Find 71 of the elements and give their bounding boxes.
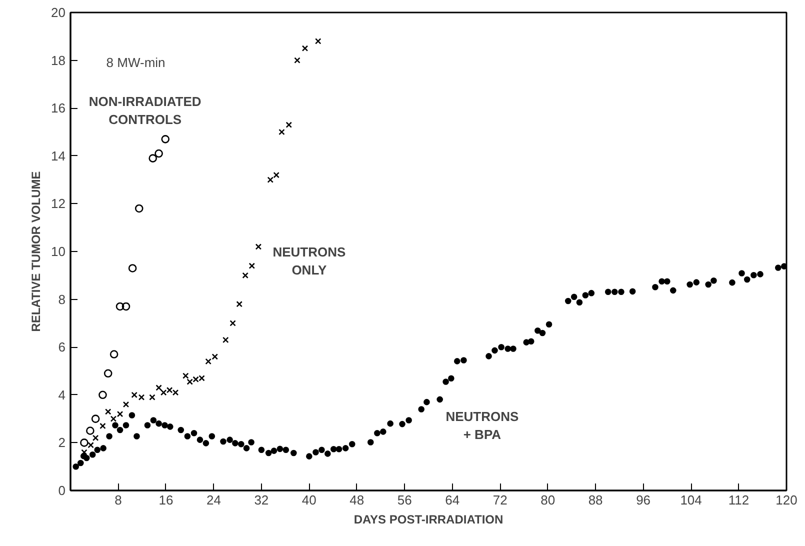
x-tick-label: 40 bbox=[302, 492, 316, 508]
x-tick-label: 80 bbox=[540, 492, 556, 508]
point bbox=[230, 320, 236, 326]
point bbox=[236, 300, 242, 308]
point bbox=[273, 172, 280, 178]
x-tick-label: 104 bbox=[680, 492, 702, 508]
series-label: NEUTRONS ONLY bbox=[272, 244, 346, 278]
y-tick-label: 4 bbox=[58, 387, 66, 402]
point bbox=[149, 394, 156, 400]
y-tick-label: 16 bbox=[51, 100, 66, 116]
point bbox=[267, 176, 274, 183]
point bbox=[88, 442, 94, 448]
point bbox=[91, 414, 100, 423]
point bbox=[80, 438, 88, 447]
point bbox=[116, 410, 124, 418]
y-tick-label: 2 bbox=[58, 435, 66, 450]
y-tick-label: 20 bbox=[51, 5, 66, 20]
y-tick-label: 8 bbox=[58, 292, 66, 307]
text: NON-IRRADIATED CONTROLS bbox=[88, 94, 202, 127]
y-tick-label: 12 bbox=[51, 196, 66, 212]
x-tick-label: 16 bbox=[158, 492, 174, 508]
point bbox=[98, 390, 107, 400]
point bbox=[302, 45, 308, 52]
y-tick-label: 18 bbox=[51, 52, 66, 68]
point bbox=[92, 434, 99, 442]
point bbox=[161, 135, 170, 144]
x-tick-label: 112 bbox=[728, 492, 750, 508]
x-tick-label: 56 bbox=[397, 492, 412, 508]
point bbox=[110, 350, 118, 358]
point bbox=[122, 302, 130, 311]
point bbox=[212, 354, 218, 360]
x-tick-label: 96 bbox=[636, 492, 651, 508]
point bbox=[248, 262, 256, 269]
point bbox=[122, 401, 130, 408]
point bbox=[255, 244, 262, 250]
point bbox=[104, 408, 112, 415]
point bbox=[134, 204, 144, 213]
annotation: 8 MW-min bbox=[106, 54, 166, 70]
point bbox=[154, 149, 163, 158]
point bbox=[128, 264, 137, 272]
series-label: NEUTRONS + BPA bbox=[446, 409, 520, 442]
point bbox=[222, 336, 229, 344]
x-tick-label: 32 bbox=[254, 492, 269, 508]
x-tick-label: 48 bbox=[350, 492, 364, 508]
point bbox=[242, 272, 248, 279]
x-tick-label: 88 bbox=[588, 492, 603, 508]
y-tick-label: 14 bbox=[51, 148, 66, 164]
point bbox=[104, 369, 112, 378]
y-tick-label: 10 bbox=[51, 244, 66, 259]
point bbox=[294, 57, 300, 64]
x-tick-label: 72 bbox=[492, 492, 508, 508]
point bbox=[148, 154, 157, 162]
point bbox=[278, 128, 285, 136]
y-axis-title: RELATIVE TUMOR VOLUME bbox=[29, 171, 44, 332]
x-axis-title: DAYS POST-IRRADIATION bbox=[354, 512, 504, 526]
point bbox=[116, 302, 124, 311]
point bbox=[86, 426, 94, 435]
x-tick-label: 8 bbox=[114, 492, 122, 508]
point bbox=[100, 422, 106, 430]
point bbox=[205, 358, 212, 365]
x-tick-label: 120 bbox=[776, 492, 798, 508]
point bbox=[156, 384, 162, 391]
x-tick-label: 24 bbox=[206, 492, 221, 508]
point bbox=[314, 38, 322, 44]
point bbox=[182, 372, 189, 379]
y-tick-label: 6 bbox=[58, 340, 66, 355]
x-tick-label: 64 bbox=[445, 492, 460, 508]
y-tick-label: 0 bbox=[58, 483, 66, 498]
point bbox=[110, 416, 117, 422]
point bbox=[81, 449, 88, 456]
point bbox=[286, 122, 292, 128]
